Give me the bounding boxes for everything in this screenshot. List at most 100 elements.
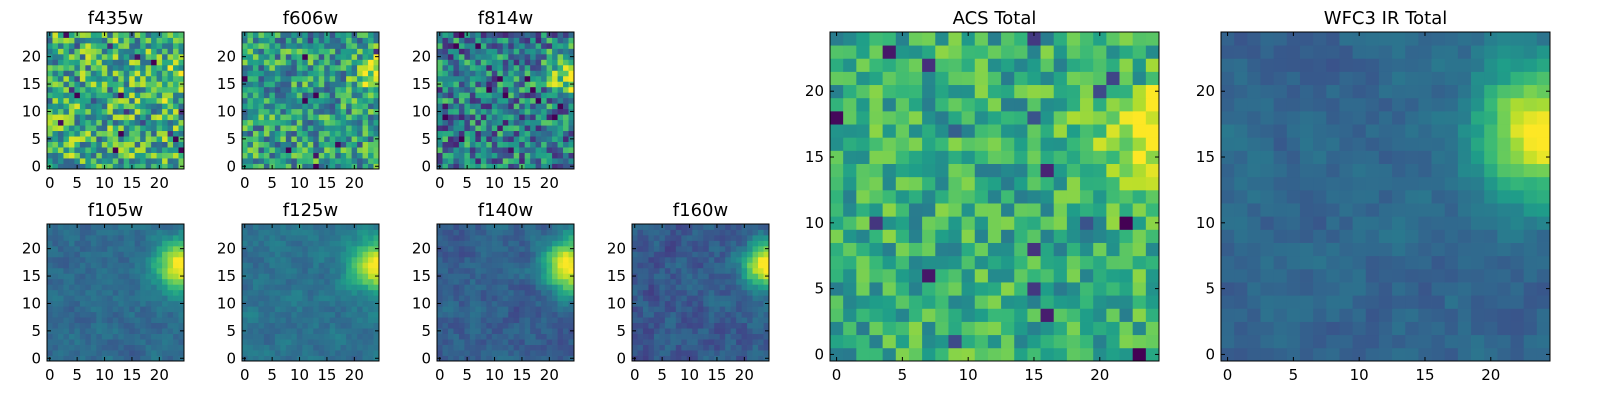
heatmap-cell [112, 333, 119, 340]
heatmap-cell [151, 119, 157, 126]
heatmap-cell [908, 308, 923, 322]
heatmap-cell [908, 255, 923, 270]
heatmap-cell [247, 53, 254, 60]
heatmap-cell [637, 339, 644, 345]
heatmap-cell [497, 300, 504, 307]
heatmap-cell [437, 350, 443, 356]
y-tick-label: 15 [22, 75, 41, 93]
heatmap-cell [274, 306, 281, 313]
heatmap-cell [145, 262, 152, 269]
heatmap-cell [697, 333, 704, 340]
heatmap-cell [568, 158, 575, 164]
heatmap-cell [167, 81, 174, 88]
heatmap-cell [351, 350, 358, 356]
heatmap-cell [519, 350, 526, 356]
heatmap-cell [464, 53, 471, 60]
heatmap-cell [458, 328, 465, 334]
heatmap-cell [285, 136, 292, 142]
heatmap-cell [747, 251, 753, 258]
heatmap-cell [469, 289, 476, 296]
heatmap-cell [541, 114, 547, 121]
heatmap-cell [469, 97, 476, 104]
heatmap-cell [96, 278, 103, 285]
heatmap-cell [134, 32, 141, 38]
heatmap-cell [486, 97, 493, 104]
heatmap-cell [1001, 163, 1015, 178]
heatmap-cell [453, 42, 460, 49]
heatmap-cell [178, 289, 185, 296]
heatmap-cell [313, 322, 320, 329]
heatmap-cell [670, 262, 677, 269]
heatmap-cell [675, 322, 682, 329]
heatmap-cell [719, 344, 726, 351]
heatmap-cell [269, 97, 276, 104]
heatmap-cell [1040, 268, 1055, 283]
heatmap-cell [107, 59, 114, 66]
heatmap-cell [1145, 163, 1160, 178]
heatmap-cell [129, 344, 136, 351]
heatmap-cell [763, 311, 770, 318]
heatmap-cell [123, 147, 130, 153]
heatmap-cell [302, 350, 309, 356]
heatmap-cell [307, 317, 314, 324]
heatmap-cell [173, 37, 179, 44]
heatmap-cell [464, 344, 471, 351]
heatmap-cell [274, 125, 281, 132]
heatmap-cell [469, 59, 476, 66]
heatmap-cell [475, 97, 482, 104]
heatmap-cell [296, 119, 303, 126]
heatmap-cell [162, 350, 168, 356]
heatmap-cell [263, 251, 270, 258]
heatmap-cell [167, 256, 174, 263]
heatmap-cell [458, 240, 465, 247]
heatmap-cell [112, 328, 119, 334]
heatmap-cell [263, 92, 270, 99]
x-tick-label: 5 [72, 366, 82, 384]
heatmap-cell [242, 339, 248, 345]
heatmap-cell [63, 152, 70, 159]
heatmap-cell [351, 97, 358, 104]
heatmap-cell [464, 328, 471, 334]
heatmap-cell [280, 344, 287, 351]
heatmap-cell [469, 245, 476, 252]
heatmap-cell [475, 81, 482, 88]
heatmap-cell [269, 311, 276, 318]
heatmap-cell [1014, 321, 1028, 336]
heatmap-cell [329, 81, 336, 88]
heatmap-cell [74, 240, 81, 247]
heatmap-cell [464, 141, 471, 148]
heatmap-cell [670, 350, 677, 356]
heatmap-cell [475, 267, 482, 274]
heatmap-cell [252, 152, 259, 159]
heatmap-cell [830, 334, 844, 349]
heatmap-cell [280, 81, 287, 88]
heatmap-cell [335, 42, 342, 49]
heatmap-cell [318, 97, 325, 104]
heatmap-cell [362, 328, 369, 334]
heatmap-cell [85, 32, 92, 38]
heatmap-cell [480, 278, 487, 285]
heatmap-cell [1119, 229, 1134, 243]
heatmap-cell [112, 59, 119, 66]
heatmap-cell [258, 333, 265, 340]
heatmap-cell [79, 37, 86, 44]
heatmap-cell [162, 53, 168, 60]
heatmap-cell [659, 311, 666, 318]
heatmap-cell [280, 53, 287, 60]
heatmap-cell [263, 339, 270, 345]
heatmap-cell [134, 322, 141, 329]
heatmap-cell [313, 355, 320, 362]
heatmap-cell [442, 141, 449, 148]
heatmap-cell [1132, 308, 1147, 322]
heatmap-cell [291, 97, 298, 104]
heatmap-cell [368, 311, 374, 318]
heatmap-cell [368, 267, 374, 274]
heatmap-cell [703, 224, 710, 230]
heatmap-cell [546, 322, 553, 329]
heatmap-cell [530, 48, 537, 55]
heatmap-cell [280, 86, 287, 93]
heatmap-cell [85, 86, 92, 93]
heatmap-cell [708, 317, 715, 324]
heatmap-cell [242, 278, 248, 285]
heatmap-cell [1040, 216, 1055, 230]
